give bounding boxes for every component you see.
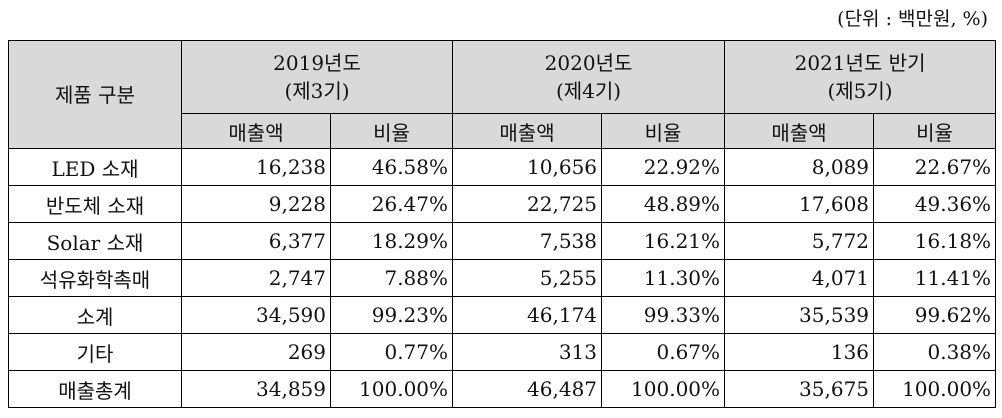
row-label: 석유화학촉매 [8,259,182,297]
row-label: Solar 소재 [8,222,182,260]
header-ratio: 비율 [873,113,997,149]
header-category: 제품 구분 [8,40,182,149]
cell-value: 35,675 [724,370,875,408]
cell-value: 46,487 [452,370,603,408]
cell-value: 16.18% [873,222,997,260]
period-term: (제5기) [827,79,893,103]
cell-value: 0.77% [329,333,454,371]
cell-value: 49.36% [873,185,997,223]
cell-value: 136 [724,333,875,371]
cell-value: 46,174 [452,296,603,334]
cell-value: 46.58% [329,148,454,186]
period-year: 2020년도 [544,51,633,75]
cell-value: 6,377 [181,222,331,260]
cell-value: 0.38% [873,333,997,371]
cell-value: 99.23% [329,296,454,334]
period-term: (제4기) [555,79,622,103]
table-row: LED 소재 16,238 46.58% 10,656 22.92% 8,089… [8,148,997,186]
cell-value: 99.33% [601,296,726,334]
header-ratio: 비율 [329,113,454,149]
row-label: LED 소재 [8,148,182,186]
cell-value: 2,747 [181,259,331,297]
cell-value: 99.62% [873,296,997,334]
cell-value: 100.00% [601,370,726,408]
cell-value: 4,071 [724,259,875,297]
cell-value: 22.67% [873,148,997,186]
cell-value: 26.47% [329,185,454,223]
cell-value: 16.21% [601,222,726,260]
cell-value: 11.41% [873,259,997,297]
table-row: 기타 269 0.77% 313 0.67% 136 0.38% [8,333,997,371]
header-period-2021: 2021년도 반기 (제5기) [724,40,997,114]
cell-value: 0.67% [601,333,726,371]
header-sales: 매출액 [724,113,875,149]
cell-value: 313 [452,333,603,371]
cell-value: 35,539 [724,296,875,334]
cell-value: 18.29% [329,222,454,260]
table-row: 반도체 소재 9,228 26.47% 22,725 48.89% 17,608… [8,185,997,223]
row-label: 반도체 소재 [8,185,182,223]
cell-value: 11.30% [601,259,726,297]
header-sales: 매출액 [181,113,331,149]
header-ratio: 비율 [601,113,726,149]
cell-value: 9,228 [181,185,331,223]
sales-table: 제품 구분 2019년도 (제3기) 2020년도 (제4기) 2021년도 반… [8,40,997,408]
period-year: 2021년도 반기 [794,51,926,75]
header-sales: 매출액 [452,113,603,149]
cell-value: 16,238 [181,148,331,186]
cell-value: 100.00% [329,370,454,408]
row-label: 매출총계 [8,370,182,408]
period-year: 2019년도 [273,51,361,75]
header-period-2020: 2020년도 (제4기) [452,40,726,114]
cell-value: 34,590 [181,296,331,334]
row-label: 기타 [8,333,182,371]
header-period-2019: 2019년도 (제3기) [180,40,454,114]
table-row: 석유화학촉매 2,747 7.88% 5,255 11.30% 4,071 11… [8,259,997,297]
unit-note: (단위 : 백만원, %) [837,8,988,30]
cell-value: 8,089 [724,148,875,186]
table-row: Solar 소재 6,377 18.29% 7,538 16.21% 5,772… [8,222,997,260]
row-label: 소계 [8,296,182,334]
cell-value: 34,859 [181,370,331,408]
cell-value: 22.92% [601,148,726,186]
cell-value: 10,656 [452,148,603,186]
cell-value: 7.88% [329,259,454,297]
period-term: (제3기) [284,79,350,103]
cell-value: 7,538 [452,222,603,260]
table-row: 소계 34,590 99.23% 46,174 99.33% 35,539 99… [8,296,997,334]
cell-value: 17,608 [724,185,875,223]
cell-value: 269 [181,333,331,371]
cell-value: 22,725 [452,185,603,223]
cell-value: 5,772 [724,222,875,260]
cell-value: 100.00% [873,370,997,408]
cell-value: 48.89% [601,185,726,223]
cell-value: 5,255 [452,259,603,297]
table-row: 매출총계 34,859 100.00% 46,487 100.00% 35,67… [8,370,997,408]
